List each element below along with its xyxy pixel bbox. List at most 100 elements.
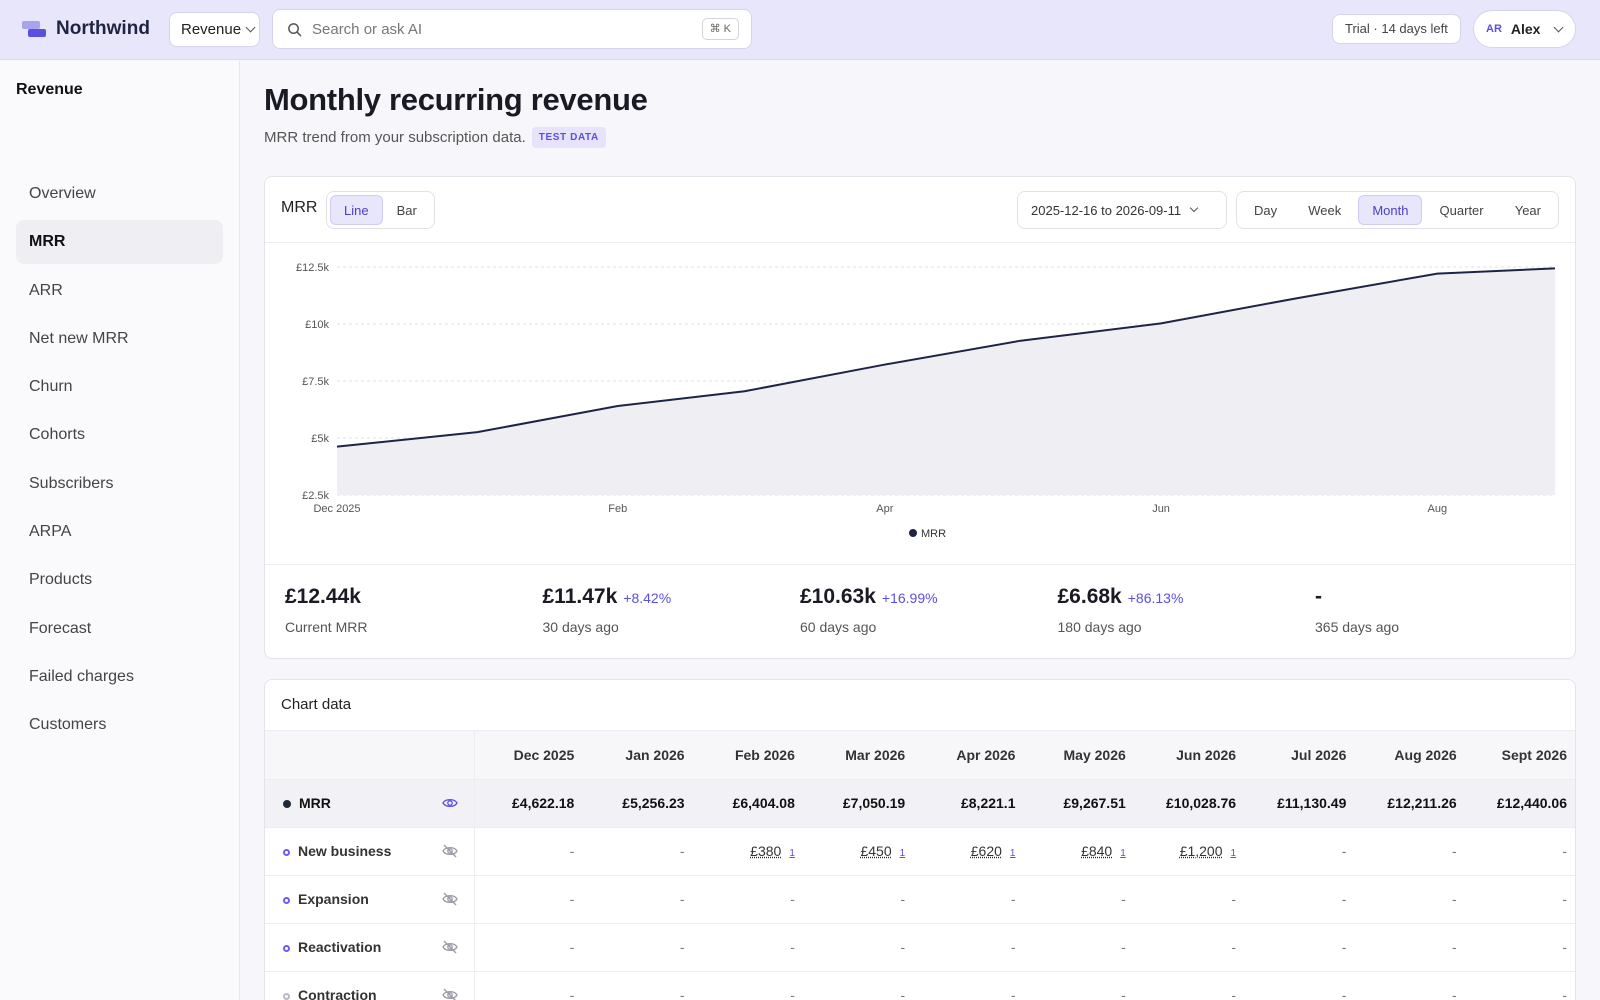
trial-badge[interactable]: Trial · 14 days left: [1332, 14, 1461, 44]
table-cell: -: [695, 971, 805, 1000]
sidebar-item-mrr[interactable]: MRR: [16, 220, 223, 264]
y-tick-label: £2.5k: [302, 490, 329, 502]
granularity-quarter-button[interactable]: Quarter: [1426, 195, 1498, 225]
row-label: Reactivation: [298, 939, 381, 955]
cell-value: -: [680, 939, 685, 955]
y-tick-label: £5k: [311, 433, 329, 445]
mrr-area-fill: [337, 268, 1555, 495]
table-cell: -: [584, 875, 694, 923]
cell-value: -: [1121, 987, 1126, 1000]
table-row-new-business: New business - - £380 1 £450 1 £620 1 £840 1 £1,200…: [265, 827, 1576, 875]
eye-off-icon[interactable]: [442, 939, 458, 958]
user-menu[interactable]: AR Alex: [1473, 10, 1576, 48]
cell-value: -: [790, 891, 795, 907]
kpi-current-mrr: £12.44k Current MRR: [285, 585, 367, 635]
workspace-select[interactable]: Revenue: [169, 12, 260, 47]
kpi-label: 60 days ago: [800, 619, 938, 635]
cell-value: -: [901, 939, 906, 955]
sidebar-item-cohorts[interactable]: Cohorts: [16, 413, 223, 457]
cell-value: £8,221.1: [961, 795, 1016, 811]
sidebar-item-customers[interactable]: Customers: [16, 703, 223, 747]
chart-data-table-card: Chart data Dec 2025 Jan 2026 Feb 2026 Mar 2…: [264, 679, 1576, 1000]
granularity-week-button[interactable]: Week: [1294, 195, 1355, 225]
chevron-down-icon: [1190, 204, 1198, 212]
table-cell: -: [474, 875, 584, 923]
sidebar-item-subscribers[interactable]: Subscribers: [16, 462, 223, 506]
eye-off-icon[interactable]: [442, 891, 458, 910]
chart-type-bar-button[interactable]: Bar: [383, 195, 431, 225]
table-cell: £1,200 1: [1136, 827, 1246, 875]
cell-value: -: [1231, 987, 1236, 1000]
cell-value-link[interactable]: £450: [860, 843, 891, 859]
cell-value: -: [1342, 891, 1347, 907]
cell-value: -: [1562, 987, 1567, 1000]
cell-count-link[interactable]: 1: [900, 848, 906, 859]
column-header: Aug 2026: [1356, 731, 1466, 779]
chart-data-table: Dec 2025 Jan 2026 Feb 2026 Mar 2026 Apr 2026…: [265, 731, 1576, 1000]
table-cell: £840 1: [1025, 827, 1135, 875]
cell-value-link[interactable]: £1,200: [1180, 843, 1223, 859]
eye-off-icon[interactable]: [442, 843, 458, 862]
cell-count-link[interactable]: 1: [1010, 848, 1016, 859]
table-cell: -: [1467, 827, 1576, 875]
sidebar-item-arr[interactable]: ARR: [16, 269, 223, 313]
brand-logo[interactable]: Northwind: [22, 18, 150, 40]
cell-value: £5,256.23: [622, 795, 684, 811]
cell-count-link[interactable]: 1: [1120, 848, 1126, 859]
cell-count-link[interactable]: 1: [789, 848, 795, 859]
table-cell: -: [1356, 971, 1466, 1000]
granularity-month-button[interactable]: Month: [1358, 195, 1422, 225]
sidebar-item-arpa[interactable]: ARPA: [16, 510, 223, 554]
granularity-day-button[interactable]: Day: [1240, 195, 1291, 225]
kpi-60-days-ago: £10.63k +16.99% 60 days ago: [800, 585, 938, 635]
mrr-line-chart: £2.5k £5k £7.5k £10k £12.5k Dec 2025 Feb Apr Jun…: [265, 243, 1576, 563]
legend-label[interactable]: MRR: [921, 528, 946, 540]
search-box[interactable]: ⌘ K: [272, 9, 752, 49]
table-cell: £8,221.1: [915, 779, 1025, 827]
column-header: Sept 2026: [1467, 731, 1576, 779]
cell-value-link[interactable]: £620: [971, 843, 1002, 859]
kpi-label: 30 days ago: [543, 619, 672, 635]
date-range-picker[interactable]: 2025-12-16 to 2026-09-11: [1017, 191, 1227, 229]
sidebar-item-net-new-mrr[interactable]: Net new MRR: [16, 317, 223, 361]
table-row-expansion: Expansion - - - - - - - - - -: [265, 875, 1576, 923]
series-marker: [283, 993, 290, 1000]
table-cell: -: [1025, 875, 1135, 923]
chart-type-line-button[interactable]: Line: [330, 195, 383, 225]
x-tick-label: Dec 2025: [313, 503, 360, 515]
cell-value: -: [680, 891, 685, 907]
column-header: Feb 2026: [695, 731, 805, 779]
cell-value-link[interactable]: £840: [1081, 843, 1112, 859]
sidebar-item-overview[interactable]: Overview: [16, 172, 223, 216]
table-cell: -: [584, 827, 694, 875]
top-bar: Northwind Revenue ⌘ K Trial · 14 days le…: [0, 0, 1600, 60]
cell-value: -: [1562, 939, 1567, 955]
cell-value-link[interactable]: £380: [750, 843, 781, 859]
eye-off-icon[interactable]: [442, 987, 458, 1000]
table-cell: £9,267.51: [1025, 779, 1135, 827]
chevron-down-icon: [1554, 22, 1564, 32]
cell-value: £9,267.51: [1063, 795, 1125, 811]
eye-icon[interactable]: [442, 795, 458, 814]
cell-value: -: [901, 891, 906, 907]
cell-value: -: [1011, 987, 1016, 1000]
workspace-select-value: Revenue: [181, 21, 241, 38]
chart-toolbar: MRR Line Bar 2025-12-16 to 2026-09-11 Day…: [265, 177, 1575, 243]
chart-type-toggle: Line Bar: [326, 191, 435, 229]
sidebar-item-products[interactable]: Products: [16, 558, 223, 602]
granularity-year-button[interactable]: Year: [1501, 195, 1555, 225]
sidebar-item-failed-charges[interactable]: Failed charges: [16, 655, 223, 699]
sidebar: Revenue Overview MRR ARR Net new MRR Churn Co…: [0, 61, 240, 1000]
table-cell: -: [805, 971, 915, 1000]
sidebar-item-churn[interactable]: Churn: [16, 365, 223, 409]
table-cell: -: [1025, 923, 1135, 971]
cell-value: -: [1452, 843, 1457, 859]
sidebar-item-forecast[interactable]: Forecast: [16, 607, 223, 651]
cell-count-link[interactable]: 1: [1231, 848, 1237, 859]
cell-value: -: [570, 891, 575, 907]
row-label-cell: MRR: [265, 779, 474, 827]
search-input[interactable]: [312, 21, 702, 38]
kpi-label: 365 days ago: [1315, 619, 1399, 635]
table-cell: -: [584, 971, 694, 1000]
kpi-value-text: £12.44k: [285, 585, 361, 608]
